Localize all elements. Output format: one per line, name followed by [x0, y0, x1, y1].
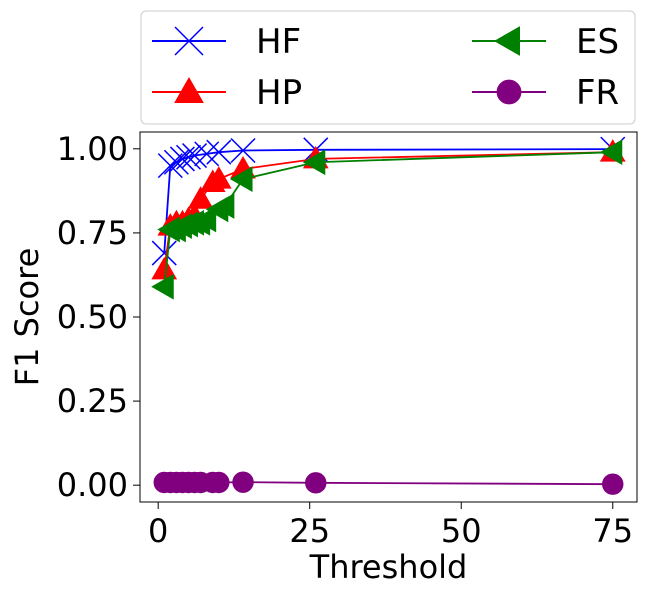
data-point: [599, 139, 623, 166]
data-point: [205, 166, 232, 189]
series-line: [163, 151, 613, 287]
legend-item-hp: HP: [152, 73, 302, 113]
data-point: [151, 240, 177, 266]
data-point: [151, 273, 174, 300]
data-point: [206, 139, 232, 165]
data-point: [208, 471, 230, 494]
series-es: [151, 139, 623, 300]
x-axis: 0 25 50 75: [148, 502, 633, 550]
x-tick-label: 0: [148, 512, 168, 550]
y-tick-label: 0.50: [57, 298, 128, 336]
legend-frame: [140, 10, 636, 125]
data-point: [230, 166, 253, 192]
data-point: [157, 153, 183, 179]
legend-label: ES: [576, 22, 619, 62]
data-point: [175, 144, 202, 170]
data-point: [602, 473, 624, 495]
data-point: [194, 141, 220, 167]
legend: HF HP ES FR: [140, 10, 636, 125]
legend-marker: [493, 26, 520, 56]
data-point: [211, 193, 235, 219]
legend-item-hf: HF: [152, 22, 301, 62]
legend-label: FR: [576, 73, 619, 113]
series-line: [164, 481, 613, 486]
y-tick-label: 0.00: [57, 466, 128, 504]
data-point: [232, 471, 254, 493]
legend-label: HF: [256, 22, 301, 62]
series-fr: [153, 471, 624, 495]
x-tick-label: 25: [289, 512, 330, 550]
legend-marker: [496, 79, 522, 105]
data-point: [302, 149, 326, 176]
y-tick-label: 0.25: [57, 382, 128, 420]
legend-label: HP: [256, 73, 302, 113]
legend-marker: [174, 26, 204, 56]
legend-marker: [174, 76, 204, 103]
x-tick-label: 50: [441, 512, 482, 550]
y-axis-label: F1 Score: [8, 248, 46, 387]
data-point: [182, 143, 208, 169]
data-point: [305, 472, 327, 494]
data-point: [193, 206, 217, 233]
x-tick-label: 75: [592, 512, 633, 550]
x-axis-label: Threshold: [309, 548, 468, 586]
y-tick-label: 0.75: [57, 214, 128, 252]
plot-area: [139, 131, 638, 503]
data-point: [163, 149, 189, 175]
y-axis: 0.00 0.25 0.50 0.75 1.00: [57, 130, 140, 504]
legend-item-fr: FR: [472, 73, 619, 113]
y-tick-label: 1.00: [57, 130, 128, 168]
data-point: [230, 137, 256, 164]
legend-item-es: ES: [472, 22, 619, 62]
data-point: [187, 186, 214, 209]
